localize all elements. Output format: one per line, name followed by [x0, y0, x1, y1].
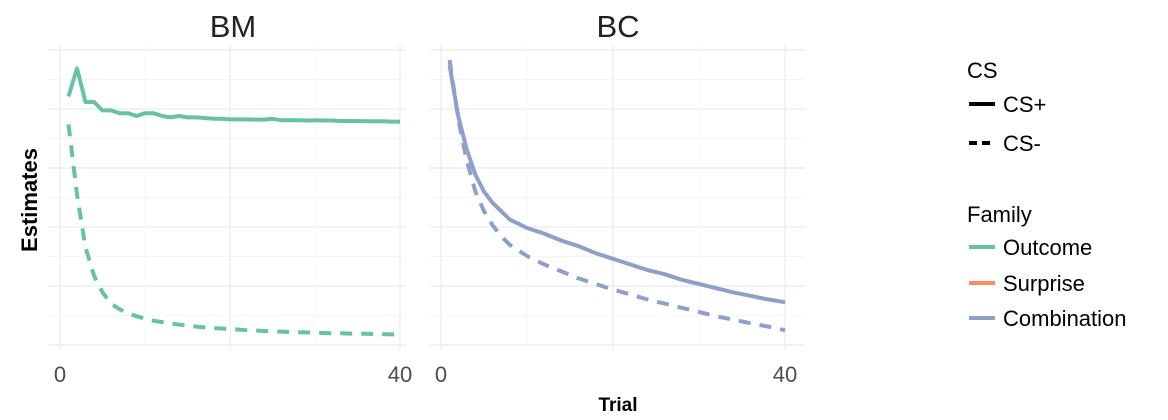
panel-bc-xtick-40: 40 — [773, 362, 797, 387]
panel-bm-xtick-0: 0 — [54, 362, 66, 387]
legend-cs-minus-label: CS- — [1003, 131, 1041, 156]
legend-surprise-label: Surprise — [1003, 271, 1085, 296]
legend-family-title: Family — [967, 202, 1032, 227]
panel-bm-lines — [66, 66, 400, 337]
series-line-bm-cs-minus — [66, 124, 400, 337]
panel-bc-title: BC — [596, 9, 639, 44]
legend-cs-plus-label: CS+ — [1003, 92, 1046, 117]
y-axis-title: Estimates — [17, 148, 42, 252]
legend-outcome-label: Outcome — [1003, 235, 1092, 260]
series-line-bc-cs-plus — [447, 65, 786, 305]
panel-bm-xtick-40: 40 — [388, 362, 412, 387]
panel-bc-xtick-0: 0 — [435, 362, 447, 387]
legend-cs-title: CS — [967, 58, 998, 83]
series-line-bm-cs-plus — [66, 66, 400, 124]
panel-bc-lines — [447, 59, 786, 333]
legend-combination-label: Combination — [1003, 306, 1127, 331]
panel-bc: BC 0 40 — [430, 9, 805, 387]
legend: CS CS+ CS- Family Outcome Surprise Combi… — [967, 58, 1127, 331]
series-line-bc-cs-minus — [447, 59, 786, 333]
panel-bm: BM 0 40 — [48, 9, 412, 387]
x-axis-title: Trial — [598, 395, 637, 416]
panel-bm-title: BM — [210, 9, 257, 44]
